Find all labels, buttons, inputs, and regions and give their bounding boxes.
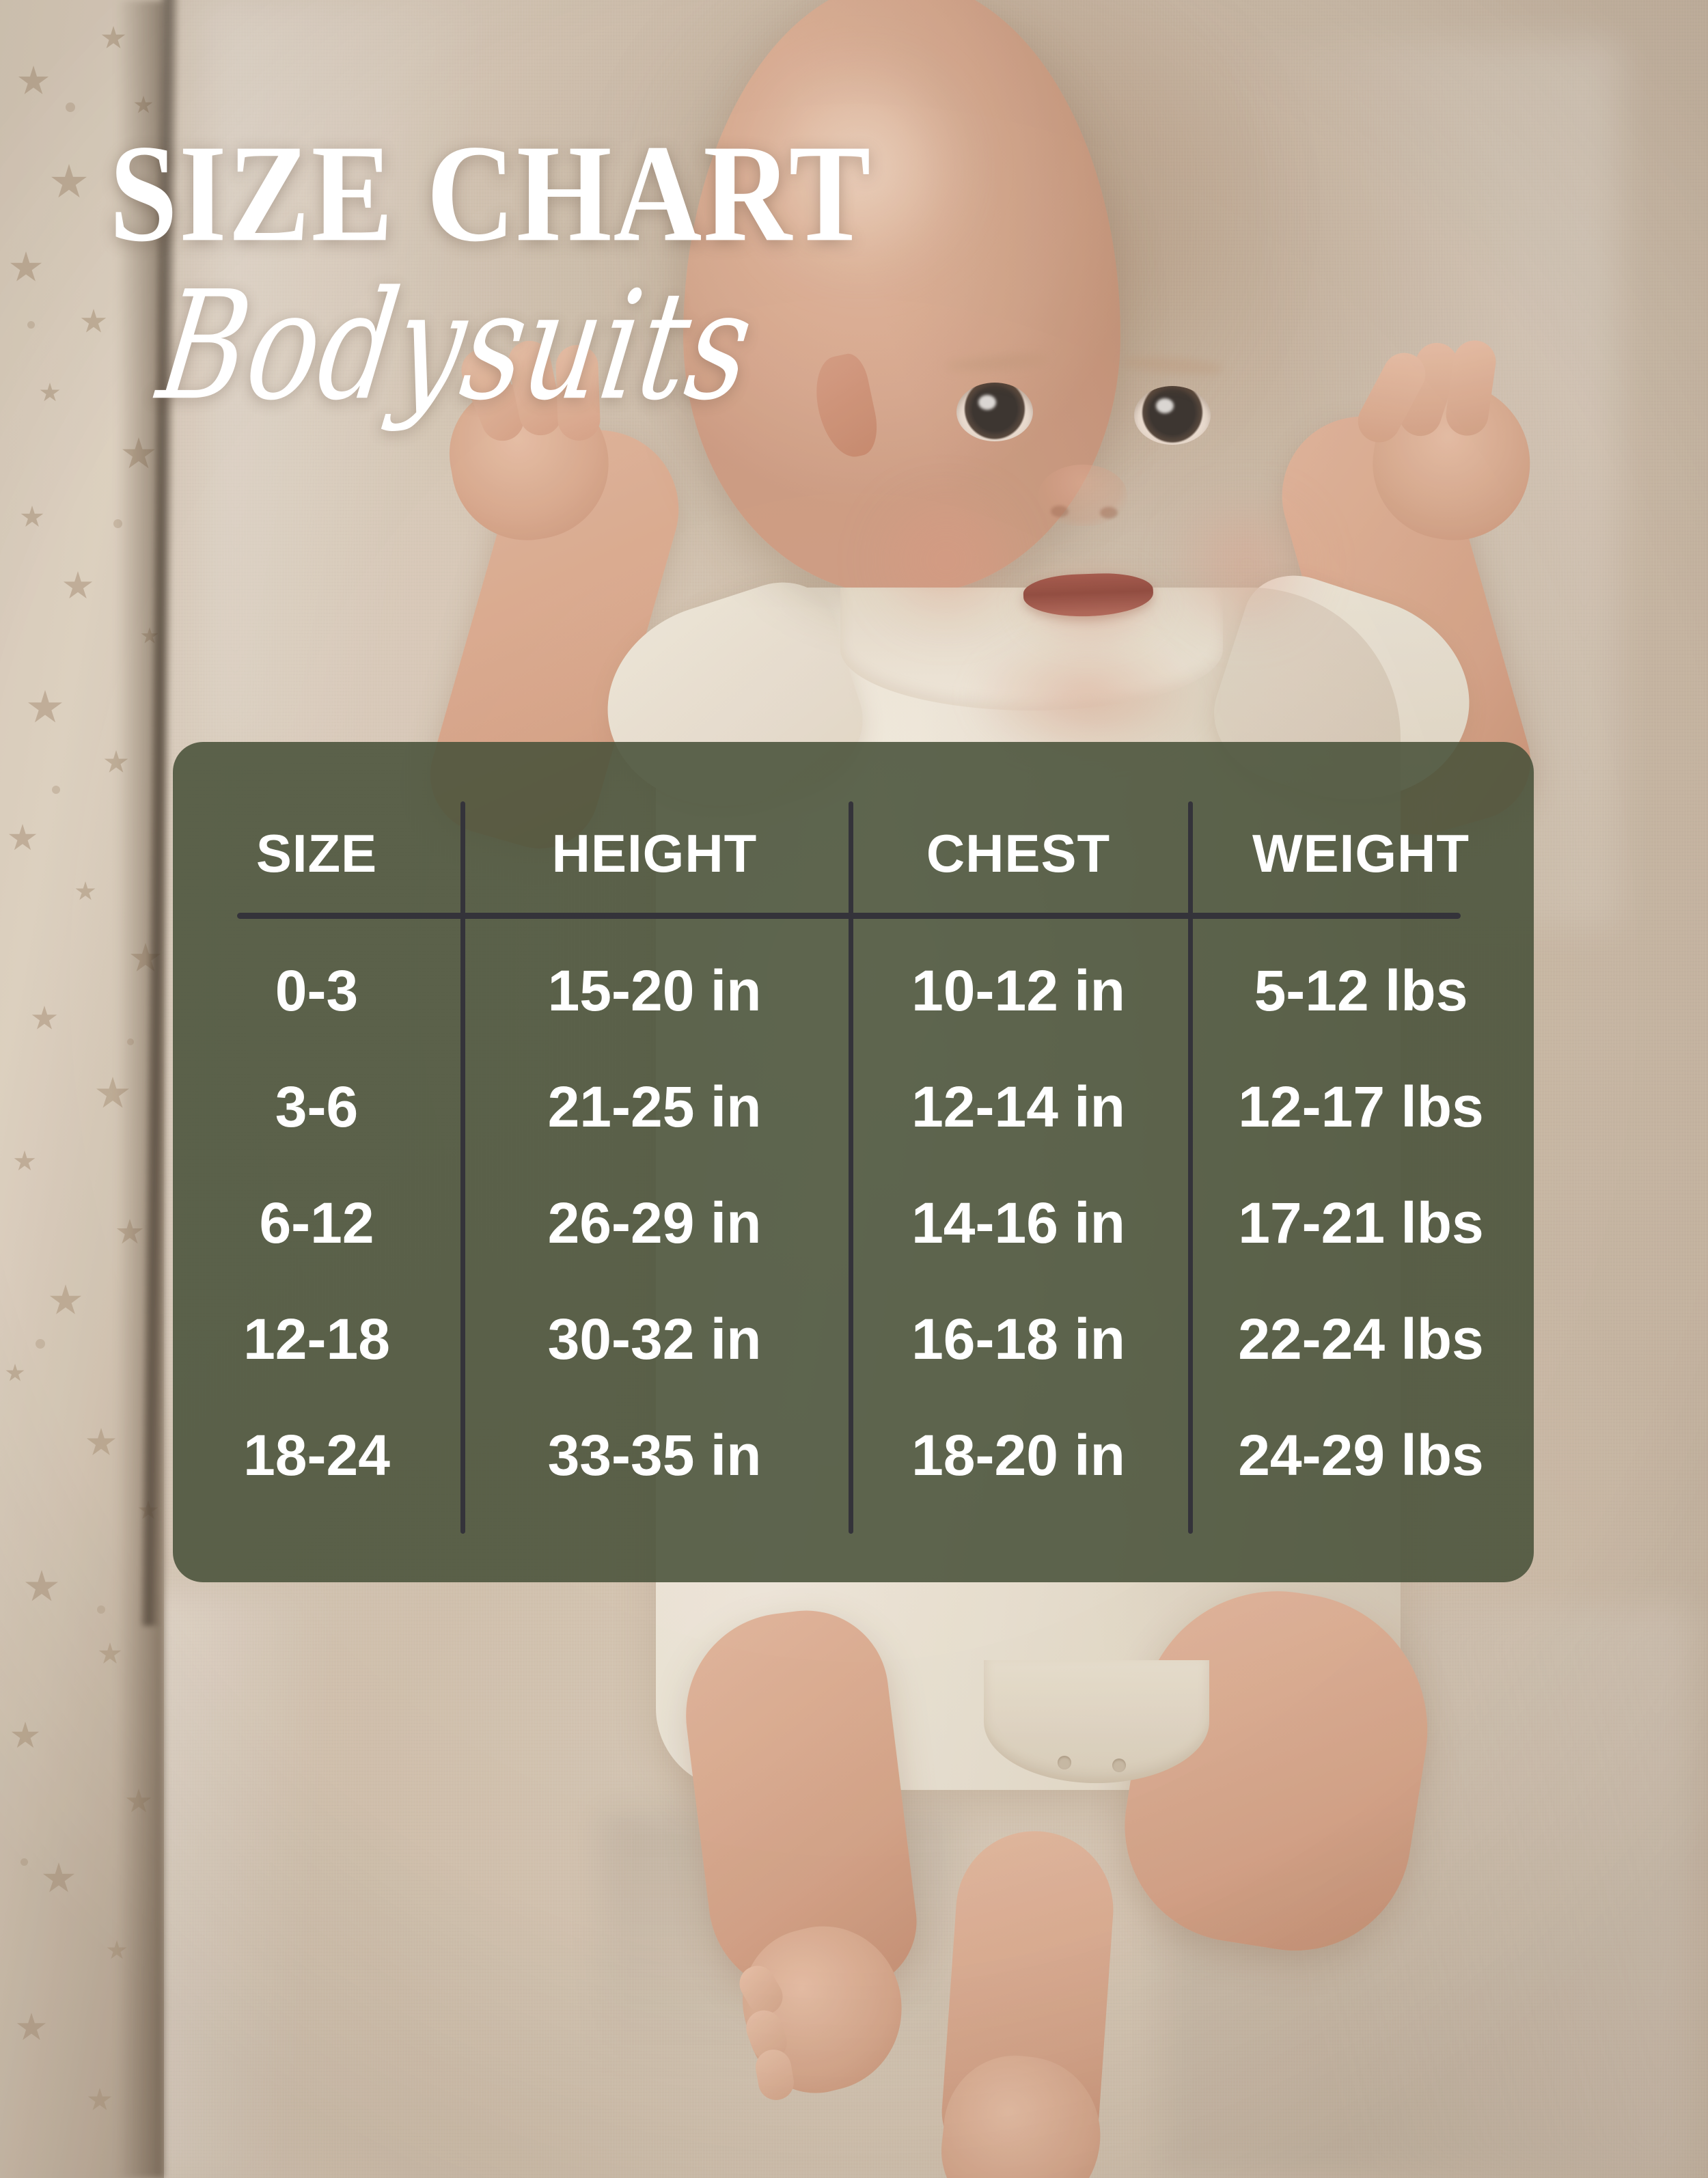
cell-weight: 24-29 lbs [1238, 1422, 1484, 1487]
cell-height: 30-32 in [547, 1306, 762, 1371]
cell-size: 12-18 [243, 1306, 390, 1371]
bodysuit-snap [1112, 1759, 1126, 1772]
column-header-height: HEIGHT [551, 823, 758, 883]
eye-highlight-left [978, 395, 996, 410]
table-row: 18-24 33-35 in 18-20 in 24-29 lbs [173, 1403, 1534, 1507]
table-row: 6-12 26-29 in 14-16 in 17-21 lbs [173, 1171, 1534, 1275]
cell-size: 0-3 [275, 958, 359, 1023]
column-header-weight: WEIGHT [1252, 823, 1470, 883]
cell-chest: 14-16 in [911, 1190, 1125, 1255]
baby-cheek-left [861, 492, 1032, 629]
cell-weight: 17-21 lbs [1238, 1190, 1484, 1255]
table-row: 0-3 15-20 in 10-12 in 5-12 lbs [173, 939, 1534, 1043]
page-subtitle: Bodysuits [149, 259, 762, 434]
size-table: SIZE HEIGHT CHEST WEIGHT 0-3 15-20 in 10… [173, 742, 1534, 1582]
baby-nostril-left [1051, 506, 1069, 517]
cell-weight: 5-12 lbs [1254, 958, 1468, 1023]
column-header-size: SIZE [256, 823, 378, 883]
cell-height: 33-35 in [547, 1422, 762, 1487]
cell-height: 21-25 in [547, 1074, 762, 1139]
cell-chest: 16-18 in [911, 1306, 1125, 1371]
baby-cheek-right [1161, 496, 1332, 633]
column-divider [1188, 801, 1193, 1534]
page-title: SIZE CHART [109, 116, 872, 271]
fabric-fold [123, 1592, 417, 2178]
baby-eye-right [1134, 386, 1211, 445]
cell-chest: 10-12 in [911, 958, 1125, 1023]
column-header-chest: CHEST [926, 823, 1111, 883]
fabric-fold [205, 0, 492, 752]
cell-height: 26-29 in [547, 1190, 762, 1255]
cell-weight: 22-24 lbs [1238, 1306, 1484, 1371]
header-divider [237, 913, 1461, 919]
table-row: 3-6 21-25 in 12-14 in 12-17 lbs [173, 1055, 1534, 1159]
size-table-panel: SIZE HEIGHT CHEST WEIGHT 0-3 15-20 in 10… [173, 742, 1534, 1582]
table-row: 12-18 30-32 in 16-18 in 22-24 lbs [173, 1287, 1534, 1391]
cell-chest: 12-14 in [911, 1074, 1125, 1139]
bodysuit-snap-panel [984, 1660, 1209, 1783]
cell-height: 15-20 in [547, 958, 762, 1023]
head-highlight [758, 55, 963, 280]
cell-size: 6-12 [259, 1190, 374, 1255]
baby-chin [970, 635, 1202, 758]
cell-size: 3-6 [275, 1074, 359, 1139]
table-header-row: SIZE HEIGHT CHEST WEIGHT [173, 823, 1534, 885]
eye-highlight-right [1156, 398, 1174, 413]
baby-nostril-right [1100, 507, 1118, 519]
cell-chest: 18-20 in [911, 1422, 1125, 1487]
bodysuit-snap [1058, 1756, 1071, 1769]
baby-eye-left [956, 383, 1033, 441]
baby-nose [1038, 465, 1127, 526]
column-divider [460, 801, 465, 1534]
cell-weight: 12-17 lbs [1238, 1074, 1484, 1139]
cell-size: 18-24 [243, 1422, 390, 1487]
column-divider [849, 801, 853, 1534]
